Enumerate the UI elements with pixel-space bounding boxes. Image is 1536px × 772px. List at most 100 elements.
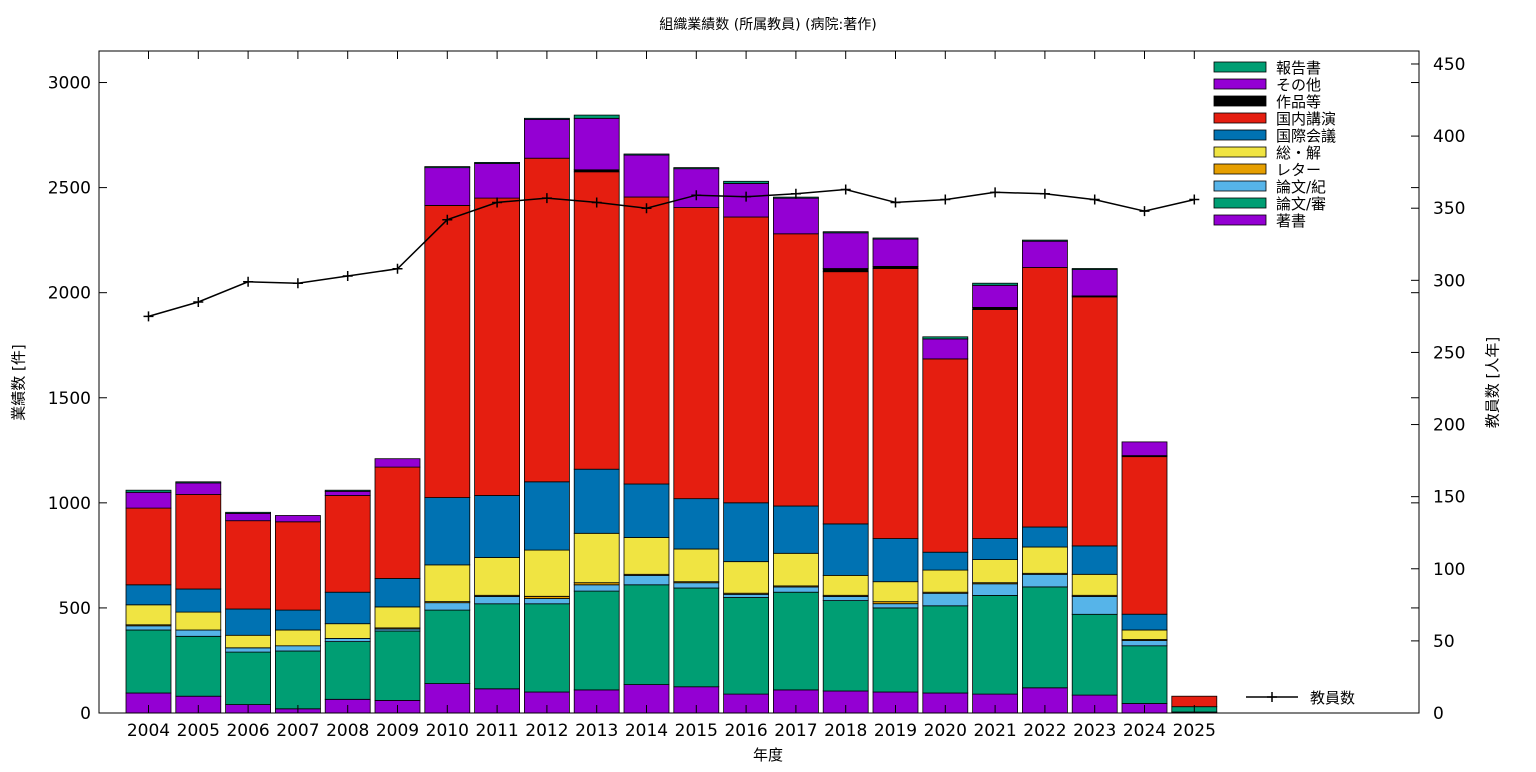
bar-2007-s6 [274, 521, 321, 611]
x-tick-label-2009: 2009 [376, 721, 419, 741]
x-tick-label-2015: 2015 [675, 721, 718, 741]
bar-2017-s5 [773, 505, 819, 554]
bar-2018-s9 [822, 231, 869, 234]
y-tick-label-500: 500 [59, 599, 91, 619]
bar-2016-s1 [723, 597, 769, 695]
x-tick-label-2017: 2017 [774, 721, 817, 741]
bar-2005-s4 [175, 611, 222, 631]
bar-2022-s2 [1022, 573, 1068, 588]
x-tick-label-2014: 2014 [625, 721, 668, 741]
legend-label-7: 論文/紀 [1276, 178, 1326, 196]
line-point-2007 [292, 278, 303, 289]
bar-2019-s5 [872, 538, 919, 583]
bar-2007-s8 [274, 515, 321, 523]
bar-2010-s2 [424, 602, 471, 611]
bar-2019-s1 [872, 607, 919, 693]
bar-2008-s8 [324, 490, 371, 496]
bar-2015-s8 [673, 168, 720, 208]
legend-swatch-1 [1213, 78, 1267, 90]
legend-label-5: 総・解 [1276, 144, 1321, 162]
bar-2014-s5 [623, 483, 670, 538]
line-point-2013 [591, 197, 602, 208]
bar-2021-s1 [972, 594, 1018, 695]
x-tick-label-2004: 2004 [127, 721, 170, 741]
bar-2023-s9 [1071, 268, 1118, 271]
bar-2020-s9 [922, 336, 969, 340]
bar-2006-s8 [225, 512, 272, 522]
line-point-2025 [1189, 194, 1200, 205]
legend-marker-teachers [1267, 692, 1277, 702]
line-point-2016 [741, 191, 752, 202]
bar-2004-s9 [125, 489, 172, 493]
bar-2021-s6 [972, 309, 1018, 540]
bar-2019-s8 [872, 238, 919, 267]
x-tick-label-2023: 2023 [1073, 721, 1116, 741]
line-point-2023 [1089, 194, 1100, 205]
bar-2013-s8 [573, 117, 620, 171]
bar-2023-s6 [1071, 296, 1118, 547]
bar-2011-s2 [474, 596, 521, 605]
bar-2020-s6 [922, 358, 969, 553]
y2-tick-label-400: 400 [1433, 127, 1465, 147]
y-axis-label: 業績数 [件] [9, 344, 28, 421]
bar-2004-s8 [125, 491, 172, 509]
y2-tick-label-100: 100 [1433, 560, 1465, 580]
bar-2005-s8 [175, 482, 222, 495]
bar-2011-s5 [474, 495, 521, 558]
legend-swatch-3 [1213, 112, 1267, 124]
y2-tick-label-150: 150 [1433, 488, 1465, 508]
bar-2004-s6 [125, 507, 172, 586]
x-tick-label-2020: 2020 [924, 721, 967, 741]
bar-2018-s8 [822, 232, 869, 269]
y-tick-label-3000: 3000 [48, 74, 91, 94]
bar-2007-s1 [274, 650, 321, 710]
bar-2015-s2 [673, 582, 720, 589]
bar-2014-s9 [623, 153, 670, 156]
bar-2020-s5 [922, 551, 969, 571]
x-tick-label-2021: 2021 [973, 721, 1016, 741]
bar-2010-s4 [424, 564, 471, 602]
line-point-2015 [691, 190, 702, 201]
line-point-2021 [990, 187, 1001, 198]
bar-2022-s1 [1022, 586, 1068, 689]
bar-2023-s1 [1071, 613, 1118, 696]
bar-2022-s8 [1022, 240, 1068, 268]
bar-2004-s5 [125, 584, 172, 606]
x-tick-label-2012: 2012 [525, 721, 568, 741]
line-point-2017 [790, 188, 801, 199]
bar-2004-s2 [125, 625, 172, 631]
x-tick-label-2006: 2006 [226, 721, 269, 741]
bar-2023-s2 [1071, 596, 1118, 615]
bar-2006-s6 [225, 520, 272, 610]
bar-2012-s4 [524, 549, 570, 597]
y-tick-label-1000: 1000 [48, 494, 91, 514]
bar-2011-s9 [474, 161, 521, 164]
legend-swatch-4 [1213, 129, 1267, 141]
y2-tick-label-200: 200 [1433, 416, 1465, 436]
bar-2024-s2 [1121, 640, 1168, 647]
bar-2013-s1 [573, 590, 620, 691]
line-point-2006 [243, 276, 254, 287]
bar-2020-s1 [922, 605, 969, 694]
bar-2014-s4 [623, 537, 670, 575]
legend-swatch-8 [1213, 197, 1267, 209]
bar-2015-s1 [673, 587, 720, 688]
bar-2014-s8 [623, 154, 670, 198]
bar-2013-s9 [573, 114, 620, 119]
bar-2010-s5 [424, 497, 471, 566]
bar-2012-s6 [524, 157, 570, 483]
bar-2005-s1 [175, 635, 222, 697]
x-tick-label-2008: 2008 [326, 721, 369, 741]
x-tick-label-2022: 2022 [1023, 721, 1066, 741]
bar-2020-s2 [922, 592, 969, 607]
legend-swatch-6 [1213, 163, 1267, 175]
line-point-2005 [193, 296, 204, 307]
y2-tick-label-450: 450 [1433, 55, 1465, 75]
bar-2008-s1 [324, 641, 371, 700]
bar-2021-s4 [972, 559, 1018, 584]
x-tick-label-2005: 2005 [177, 721, 220, 741]
bar-2013-s2 [573, 584, 620, 592]
bar-2014-s6 [623, 196, 670, 485]
bar-2013-s5 [573, 468, 620, 534]
bar-2015-s4 [673, 548, 720, 583]
